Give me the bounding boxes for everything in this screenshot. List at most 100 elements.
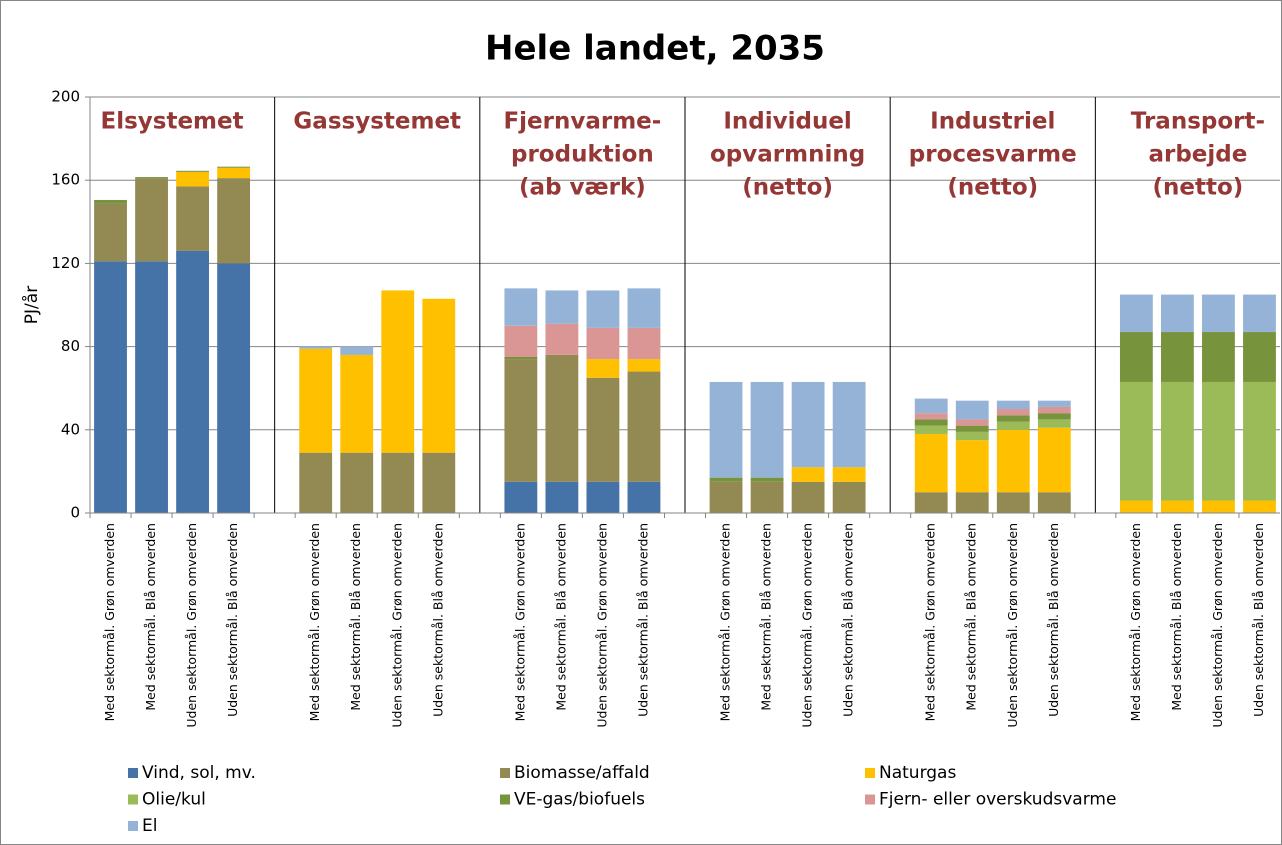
bar-segment: [217, 263, 251, 513]
x-tick-label: Med sektormål. Blå omverden: [348, 523, 363, 711]
bar-segment: [791, 467, 825, 482]
group-label: Transport-: [1131, 109, 1265, 135]
legend-label: Biomasse/affald: [514, 763, 650, 783]
x-tick-label: Uden sektormål. Blå omverden: [430, 523, 445, 717]
bar-segment: [176, 171, 209, 187]
x-tick-label: Med sektormål. Grøn omverden: [512, 523, 527, 721]
bar-segment: [1202, 500, 1235, 513]
bar-segment: [1119, 381, 1153, 501]
bar-segment: [217, 167, 251, 179]
bar-segment: [135, 177, 168, 179]
group-label: (netto): [1153, 175, 1244, 201]
bar-segment: [914, 492, 948, 513]
bar-segment: [504, 481, 538, 513]
bar-segment: [299, 452, 333, 513]
x-tick-label: Med sektormål. Blå omverden: [1169, 523, 1184, 711]
bar-segment: [422, 298, 456, 453]
bar-segment: [504, 325, 538, 357]
group-label: (netto): [947, 175, 1038, 201]
bar-segment: [217, 178, 251, 264]
bar-segment: [791, 381, 825, 468]
x-tick-label: Uden sektormål. Grøn omverden: [389, 523, 404, 728]
bar-segment: [1161, 294, 1194, 333]
legend-swatch: [865, 794, 875, 805]
y-tick-label: 40: [61, 420, 80, 438]
bar-segment: [1037, 492, 1071, 513]
y-axis-label: PJ/år: [21, 286, 42, 324]
bar-segment: [94, 261, 127, 513]
bar-segment: [996, 409, 1030, 416]
bar-segment: [340, 346, 374, 355]
x-tick-label: Uden sektormål. Blå omverden: [225, 523, 240, 717]
bar-segment: [545, 354, 579, 482]
bar-segment: [586, 481, 620, 513]
bar-segment: [545, 290, 579, 324]
x-tick-label: Med sektormål. Grøn omverden: [1128, 523, 1143, 721]
bar-segment: [1119, 332, 1153, 382]
bar-segment: [832, 481, 866, 513]
bar-segment: [750, 481, 784, 513]
bar-segment: [996, 400, 1030, 409]
bar-segment: [627, 327, 661, 360]
bar-segment: [627, 481, 661, 513]
bar-segment: [709, 477, 743, 482]
legend-label: VE-gas/biofuels: [514, 790, 645, 810]
bar-segment: [1202, 294, 1235, 333]
bar-segment: [1202, 332, 1235, 382]
chart-title: Hele landet, 2035: [485, 29, 825, 69]
bar-segment: [1161, 500, 1194, 513]
x-tick-label: Uden sektormål. Blå omverden: [1046, 523, 1061, 717]
x-tick-label: Med sektormål. Grøn omverden: [718, 523, 733, 721]
x-tick-label: Uden sektormål. Grøn omverden: [594, 523, 609, 728]
x-tick-label: Med sektormål. Blå omverden: [964, 523, 979, 711]
bar-segment: [504, 288, 538, 326]
bar-segment: [955, 440, 989, 493]
bar-segment: [545, 323, 579, 355]
bar-segment: [340, 452, 374, 513]
group-label: (netto): [742, 175, 833, 201]
bar-segment: [1202, 381, 1235, 501]
bar-segment: [586, 327, 620, 360]
bar-segment: [381, 452, 415, 513]
bar-segment: [586, 290, 620, 328]
bar-segment: [94, 203, 127, 262]
x-tick-label: Med sektormål. Grøn omverden: [307, 523, 322, 721]
bar-segment: [709, 381, 743, 478]
y-tick-label: 120: [51, 254, 80, 272]
bar-segment: [627, 371, 661, 482]
group-label: arbejde: [1148, 142, 1247, 168]
group-label: Individuel: [723, 109, 851, 135]
bar-segment: [955, 492, 989, 513]
y-tick-label: 200: [51, 88, 80, 106]
x-tick-label: Med sektormål. Grøn omverden: [923, 523, 938, 721]
bar-segment: [176, 186, 209, 251]
legend-swatch: [865, 768, 875, 778]
legend-swatch: [500, 768, 510, 778]
bar-segment: [750, 381, 784, 478]
bar-segment: [1037, 406, 1071, 414]
bar-segment: [832, 467, 866, 482]
bar-segment: [299, 348, 333, 453]
bar-segment: [299, 346, 333, 349]
x-tick-label: Med sektormål. Blå omverden: [759, 523, 774, 711]
bar-segment: [1119, 294, 1153, 333]
bar-segment: [217, 166, 251, 168]
bar-segment: [914, 425, 948, 434]
x-tick-label: Med sektormål. Blå omverden: [553, 523, 568, 711]
bar-segment: [586, 377, 620, 482]
group-label: Elsystemet: [101, 109, 244, 135]
bar-segment: [135, 178, 168, 262]
bar-segment: [791, 481, 825, 513]
bar-segment: [627, 288, 661, 328]
bar-segment: [1037, 413, 1071, 420]
bar-segment: [914, 413, 948, 420]
x-tick-label: Uden sektormål. Blå omverden: [1251, 523, 1266, 717]
x-tick-label: Med sektormål. Grøn omverden: [102, 523, 117, 721]
bar-segment: [504, 359, 538, 482]
bar-segment: [996, 421, 1030, 430]
x-tick-label: Uden sektormål. Blå omverden: [841, 523, 856, 717]
bar-segment: [914, 419, 948, 426]
bar-segment: [996, 492, 1030, 513]
bar-segment: [1161, 332, 1194, 382]
